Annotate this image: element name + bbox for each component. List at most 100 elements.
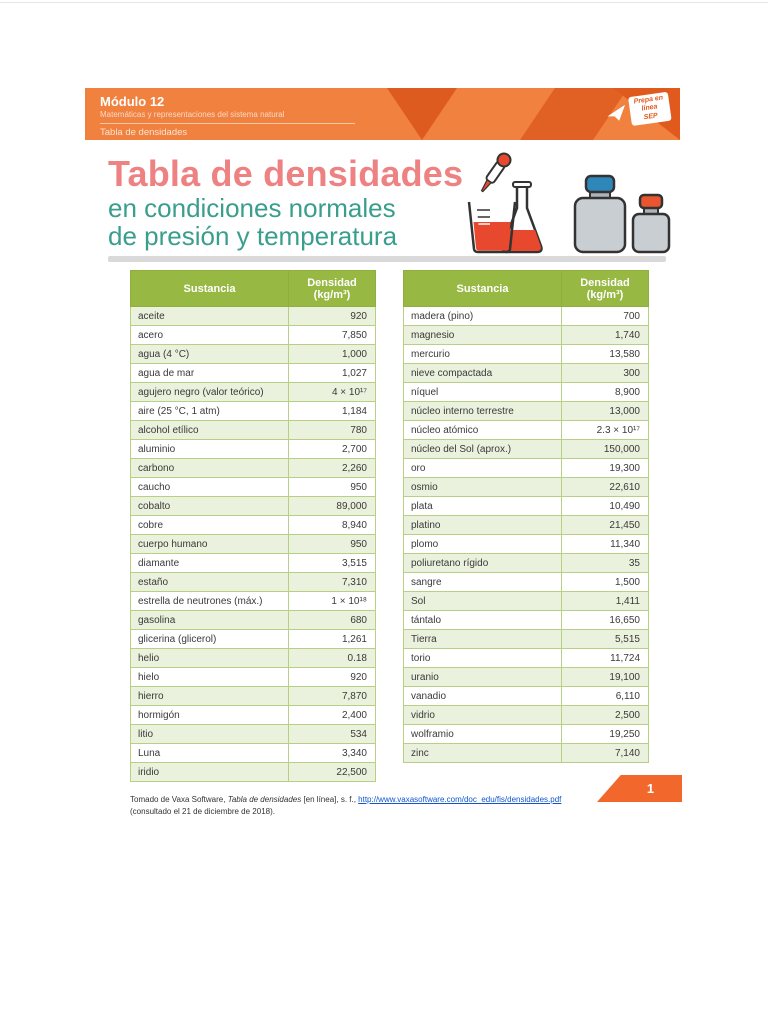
substance-cell: alcohol etílico xyxy=(130,420,289,440)
substance-cell: núcleo interno terrestre xyxy=(403,401,562,421)
beaker-icon xyxy=(467,201,517,254)
tables-container: Sustancia Densidad (kg/m³) aceite 920 acer… xyxy=(130,270,680,782)
density-cell: 2,400 xyxy=(288,705,376,725)
density-cell: 1,261 xyxy=(288,629,376,649)
substance-cell: poliuretano rígido xyxy=(403,553,562,573)
course-subtitle: Matemáticas y representaciones del siste… xyxy=(100,110,285,119)
table-row: Sol 1,411 xyxy=(403,591,649,611)
table-row: torio 11,724 xyxy=(403,648,649,668)
density-cell: 7,310 xyxy=(288,572,376,592)
substance-cell: wolframio xyxy=(403,724,562,744)
substance-cell: diamante xyxy=(130,553,289,573)
table-row: agujero negro (valor teórico) 4 × 10¹⁷ xyxy=(130,382,376,402)
table-row: cobalto 89,000 xyxy=(130,496,376,516)
substance-cell: mercurio xyxy=(403,344,562,364)
density-cell: 35 xyxy=(561,553,649,573)
density-cell: 2,500 xyxy=(561,705,649,725)
density-cell: 19,300 xyxy=(561,458,649,478)
substance-cell: acero xyxy=(130,325,289,345)
substance-cell: aire (25 °C, 1 atm) xyxy=(130,401,289,421)
table-row: wolframio 19,250 xyxy=(403,724,649,744)
density-cell: 680 xyxy=(288,610,376,630)
substance-cell: platino xyxy=(403,515,562,535)
substance-cell: plomo xyxy=(403,534,562,554)
substance-cell: cuerpo humano xyxy=(130,534,289,554)
banner-text-block: Módulo 12 Matemáticas y representaciones… xyxy=(85,88,680,138)
density-header-line-2: (kg/m³) xyxy=(586,288,624,301)
substance-cell: núcleo del Sol (aprox.) xyxy=(403,439,562,459)
table-row: núcleo interno terrestre 13,000 xyxy=(403,401,649,421)
table-row: platino 21,450 xyxy=(403,515,649,535)
substance-cell: hielo xyxy=(130,667,289,687)
citation-text: Tomado de Vaxa Software, xyxy=(130,795,228,804)
density-header-line-1: Densidad xyxy=(580,276,630,289)
citation-link[interactable]: http://www.vaxasoftware.com/doc_edu/fis/… xyxy=(358,795,562,804)
table-header: Sustancia Densidad (kg/m³) xyxy=(403,270,649,307)
substance-cell: madera (pino) xyxy=(403,306,562,326)
density-cell: 534 xyxy=(288,724,376,744)
substance-cell: agujero negro (valor teórico) xyxy=(130,382,289,402)
table-row: acero 7,850 xyxy=(130,325,376,345)
density-cell: 8,940 xyxy=(288,515,376,535)
substance-cell: vidrio xyxy=(403,705,562,725)
table-header: Sustancia Densidad (kg/m³) xyxy=(130,270,376,307)
table-row: plata 10,490 xyxy=(403,496,649,516)
density-table-right: Sustancia Densidad (kg/m³) madera (pino)… xyxy=(403,270,649,763)
density-cell: 1,184 xyxy=(288,401,376,421)
substance-cell: cobalto xyxy=(130,496,289,516)
density-cell: 13,000 xyxy=(561,401,649,421)
substance-column-header: Sustancia xyxy=(130,270,289,307)
density-cell: 1,740 xyxy=(561,325,649,345)
density-cell: 2.3 × 10¹⁷ xyxy=(561,420,649,440)
substance-cell: helio xyxy=(130,648,289,668)
table-row: agua (4 °C) 1,000 xyxy=(130,344,376,364)
table-row: glicerina (glicerol) 1,261 xyxy=(130,629,376,649)
citation-text: [en línea], s. f., xyxy=(301,795,359,804)
table-row: magnesio 1,740 xyxy=(403,325,649,345)
table-row: poliuretano rígido 35 xyxy=(403,553,649,573)
substance-cell: núcleo atómico xyxy=(403,420,562,440)
table-row: nieve compactada 300 xyxy=(403,363,649,383)
bottle-blue-cap-icon xyxy=(573,174,627,254)
density-cell: 8,900 xyxy=(561,382,649,402)
page-content: Módulo 12 Matemáticas y representaciones… xyxy=(85,88,680,818)
table-row: aceite 920 xyxy=(130,306,376,326)
table-row: madera (pino) 700 xyxy=(403,306,649,326)
substance-cell: hierro xyxy=(130,686,289,706)
density-header-line-1: Densidad xyxy=(307,276,357,289)
substance-cell: estrella de neutrones (máx.) xyxy=(130,591,289,611)
page-subtitle-line-2: de presión y temperatura xyxy=(108,221,398,251)
table-row: aluminio 2,700 xyxy=(130,439,376,459)
substance-cell: Sol xyxy=(403,591,562,611)
table-row: hierro 7,870 xyxy=(130,686,376,706)
density-cell: 11,340 xyxy=(561,534,649,554)
substance-cell: zinc xyxy=(403,743,562,763)
table-row: Luna 3,340 xyxy=(130,743,376,763)
density-cell: 19,100 xyxy=(561,667,649,687)
substance-cell: oro xyxy=(403,458,562,478)
substance-cell: aluminio xyxy=(130,439,289,459)
density-column-header: Densidad (kg/m³) xyxy=(561,270,649,307)
citation-work-title: Tabla de densidades xyxy=(227,795,302,804)
banner-divider xyxy=(100,123,355,124)
substance-cell: nieve compactada xyxy=(403,363,562,383)
page-number: 1 xyxy=(646,781,655,796)
lab-equipment-illustration xyxy=(467,152,671,254)
table-row: núcleo del Sol (aprox.) 150,000 xyxy=(403,439,649,459)
density-cell: 89,000 xyxy=(288,496,376,516)
page-subtitle-line-1: en condiciones normales xyxy=(108,193,396,223)
table-body-right: madera (pino) 700 magnesio 1,740 mercurio 13,… xyxy=(403,306,649,763)
density-cell: 22,500 xyxy=(288,762,376,782)
citation-line-1: Tomado de Vaxa Software, Tabla de densid… xyxy=(130,794,682,806)
shelf-divider xyxy=(108,256,666,262)
substance-column-header: Sustancia xyxy=(403,270,562,307)
module-title: Módulo 12 xyxy=(100,94,165,109)
substance-cell: magnesio xyxy=(403,325,562,345)
table-row: helio 0.18 xyxy=(130,648,376,668)
density-cell: 4 × 10¹⁷ xyxy=(288,382,376,402)
density-cell: 950 xyxy=(288,534,376,554)
substance-cell: glicerina (glicerol) xyxy=(130,629,289,649)
substance-cell: iridio xyxy=(130,762,289,782)
table-row: núcleo atómico 2.3 × 10¹⁷ xyxy=(403,420,649,440)
